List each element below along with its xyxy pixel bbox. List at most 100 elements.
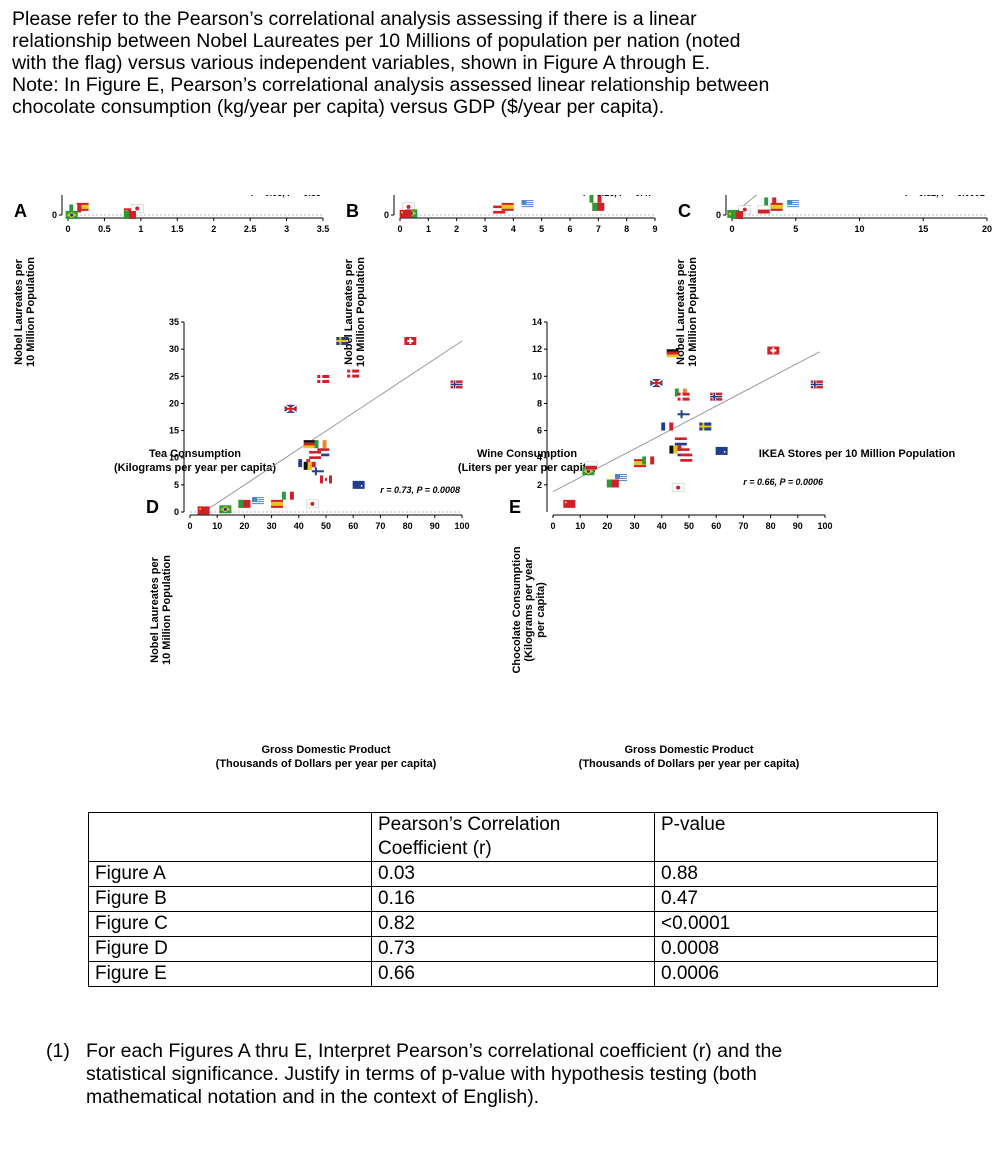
y-axis-title: Chocolate Consumption [511, 546, 523, 673]
x-tick-label: 15 [918, 224, 928, 234]
flag-point-gb [284, 404, 298, 414]
panel-letter: B [346, 201, 359, 221]
flag-part [336, 340, 349, 342]
flag-part [585, 465, 598, 470]
intro-line: Please refer to the Pearson’s correlatio… [12, 8, 697, 30]
x-tick-label: 60 [711, 521, 721, 531]
x-tick-label: 1 [138, 224, 143, 234]
x-axis-title: IKEA Stores per 10 Million Population [759, 448, 956, 460]
y-axis-title: 10 Million Population [161, 555, 173, 665]
flag-point-gr [521, 200, 534, 208]
flag-point-gr [252, 497, 264, 505]
y-tick-label: 0 [52, 210, 57, 220]
table-cell-figure: Figure C [88, 911, 372, 937]
y-tick-label: 20 [169, 398, 179, 408]
flag-part [303, 442, 316, 446]
x-tick-label: 20 [602, 521, 612, 531]
x-axis-title: Gross Domestic Product [262, 744, 391, 756]
flag-part [682, 388, 687, 397]
flag-part [306, 499, 319, 509]
flag-part [317, 378, 330, 380]
chart-panel-c: C0510152025303505101520r = 0.82, P < 0.0… [675, 195, 992, 460]
y-axis-title-group: Nobel Laureates per 10 Million Population [149, 555, 173, 665]
flag-part [646, 456, 651, 465]
x-axis-subtitle: (Thousands of Dollars per year per capit… [579, 758, 800, 770]
flag-point-jp [738, 205, 751, 214]
question-line: mathematical notation and in the context… [86, 1086, 540, 1108]
flag-part [252, 497, 257, 502]
flag-part [76, 204, 89, 209]
panel-letter: C [678, 201, 691, 221]
flag-part [564, 501, 567, 504]
y-tick-label: 15 [169, 426, 179, 436]
intro-line: Note: In Figure E, Pearson’s correlation… [12, 74, 770, 96]
flag-part [311, 470, 324, 473]
flag-point-pt [123, 211, 136, 219]
flag-point-br [65, 211, 78, 219]
flag-point-pt [592, 202, 605, 211]
y-axis-title: 10 Million Population [355, 257, 367, 367]
y-tick-label: 35 [169, 317, 179, 327]
flag-point-pl [584, 461, 598, 471]
flag-point-fr [661, 422, 674, 431]
x-tick-label: 3 [482, 224, 487, 234]
x-tick-label: 3.5 [317, 224, 330, 234]
table-cell-r: 0.66 [371, 961, 655, 987]
x-tick-label: 8 [624, 224, 629, 234]
table-cell-r: 0.82 [371, 911, 655, 937]
flag-point-it [69, 204, 82, 213]
trend-line [203, 340, 463, 513]
flag-part [317, 448, 330, 451]
x-tick-label: 3 [284, 224, 289, 234]
x-tick-label: 0 [729, 224, 734, 234]
x-tick-label: 10 [575, 521, 585, 531]
x-tick-label: 90 [430, 521, 440, 531]
flag-part [757, 205, 770, 210]
table-cell-p: 0.0008 [654, 936, 938, 962]
question-number: (1) [46, 1040, 70, 1062]
flag-point-it [589, 195, 602, 203]
flag-part [70, 213, 74, 217]
flag-part [810, 383, 823, 386]
flag-point-it [281, 491, 294, 500]
flag-part [135, 206, 140, 211]
flag-point-es [76, 202, 89, 211]
x-tick-label: 0 [397, 224, 402, 234]
flag-part [597, 195, 602, 203]
r-annotation: r = 0.82, P < 0.0001 [905, 195, 985, 198]
flag-point-pt [238, 499, 251, 508]
x-tick-label: 0 [550, 521, 555, 531]
x-tick-label: 60 [348, 521, 358, 531]
flag-part [723, 451, 726, 453]
flag-point-se [699, 422, 712, 431]
flag-part [661, 422, 666, 431]
flag-part [710, 395, 723, 398]
flag-point-es [770, 202, 783, 211]
chart-panel-a: A0510152025303500.511.522.533.5r = 0.03,… [13, 195, 329, 474]
flag-part [320, 475, 323, 484]
x-tick-label: 40 [657, 521, 667, 531]
flag-part [303, 461, 308, 470]
flag-part [593, 195, 598, 203]
table-row: Figure E 0.66 0.0006 [88, 961, 938, 987]
flag-part [677, 413, 690, 416]
x-tick-label: 100 [817, 521, 832, 531]
flag-part [650, 382, 663, 385]
flag-point-nl [317, 448, 330, 457]
header-r-line2: Coefficient (r) [378, 838, 492, 859]
intro-line: with the flag) versus various independen… [12, 52, 711, 74]
flag-part [285, 491, 290, 500]
x-tick-label: 9 [652, 224, 657, 234]
flag-part [592, 202, 605, 211]
flag-part [318, 440, 323, 449]
y-tick-label: 10 [532, 371, 542, 381]
flag-part [521, 200, 534, 202]
table-header-row: Pearson’s Correlation Coefficient (r) P-… [88, 812, 938, 862]
question-line: For each Figures A thru E, Interpret Pea… [86, 1040, 783, 1062]
question-text: (1) For each Figures A thru E, Interpret … [46, 1040, 966, 1109]
flag-part [407, 340, 414, 342]
flag-part [123, 211, 136, 219]
flag-point-it [642, 456, 655, 465]
x-axis-subtitle: (Liters per year per capita) [458, 462, 597, 474]
flag-part [77, 204, 82, 213]
